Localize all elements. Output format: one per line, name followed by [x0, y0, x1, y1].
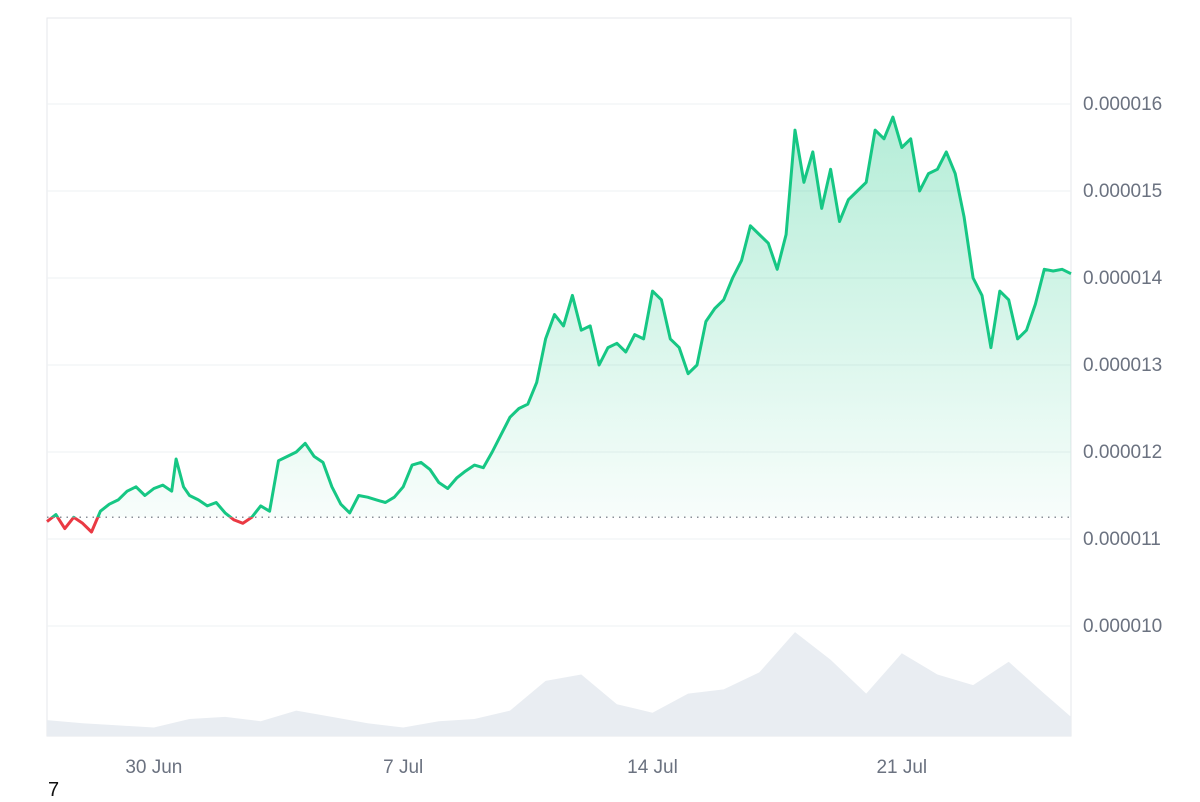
x-tick-label: 14 Jul	[627, 757, 678, 778]
x-tick-label: 7 Jul	[383, 757, 423, 778]
y-tick-label: 0.000011	[1083, 529, 1161, 550]
y-tick-label: 0.000016	[1083, 94, 1162, 115]
y-tick-label: 0.000015	[1083, 181, 1162, 202]
y-tick-label: 0.000010	[1083, 616, 1162, 637]
price-line-up	[50, 115, 1072, 518]
y-axis-labels: 0.000016 0.000015 0.000014 0.000013 0.000012…	[1083, 94, 1163, 637]
footer-note: 7	[48, 779, 60, 801]
price-area	[52, 117, 1071, 518]
volume-area	[47, 632, 1071, 736]
y-tick-label: 0.000013	[1083, 355, 1162, 376]
volume-series	[47, 632, 1071, 736]
price-area-fill	[52, 117, 1071, 518]
x-tick-label: 21 Jul	[876, 757, 927, 778]
x-axis-labels: 30 Jun 7 Jul 14 Jul 21 Jul	[125, 757, 927, 778]
x-tick-label: 30 Jun	[125, 757, 182, 778]
y-tick-label: 0.000014	[1083, 268, 1163, 289]
price-lines	[46, 115, 1072, 534]
y-tick-label: 0.000012	[1083, 442, 1162, 463]
